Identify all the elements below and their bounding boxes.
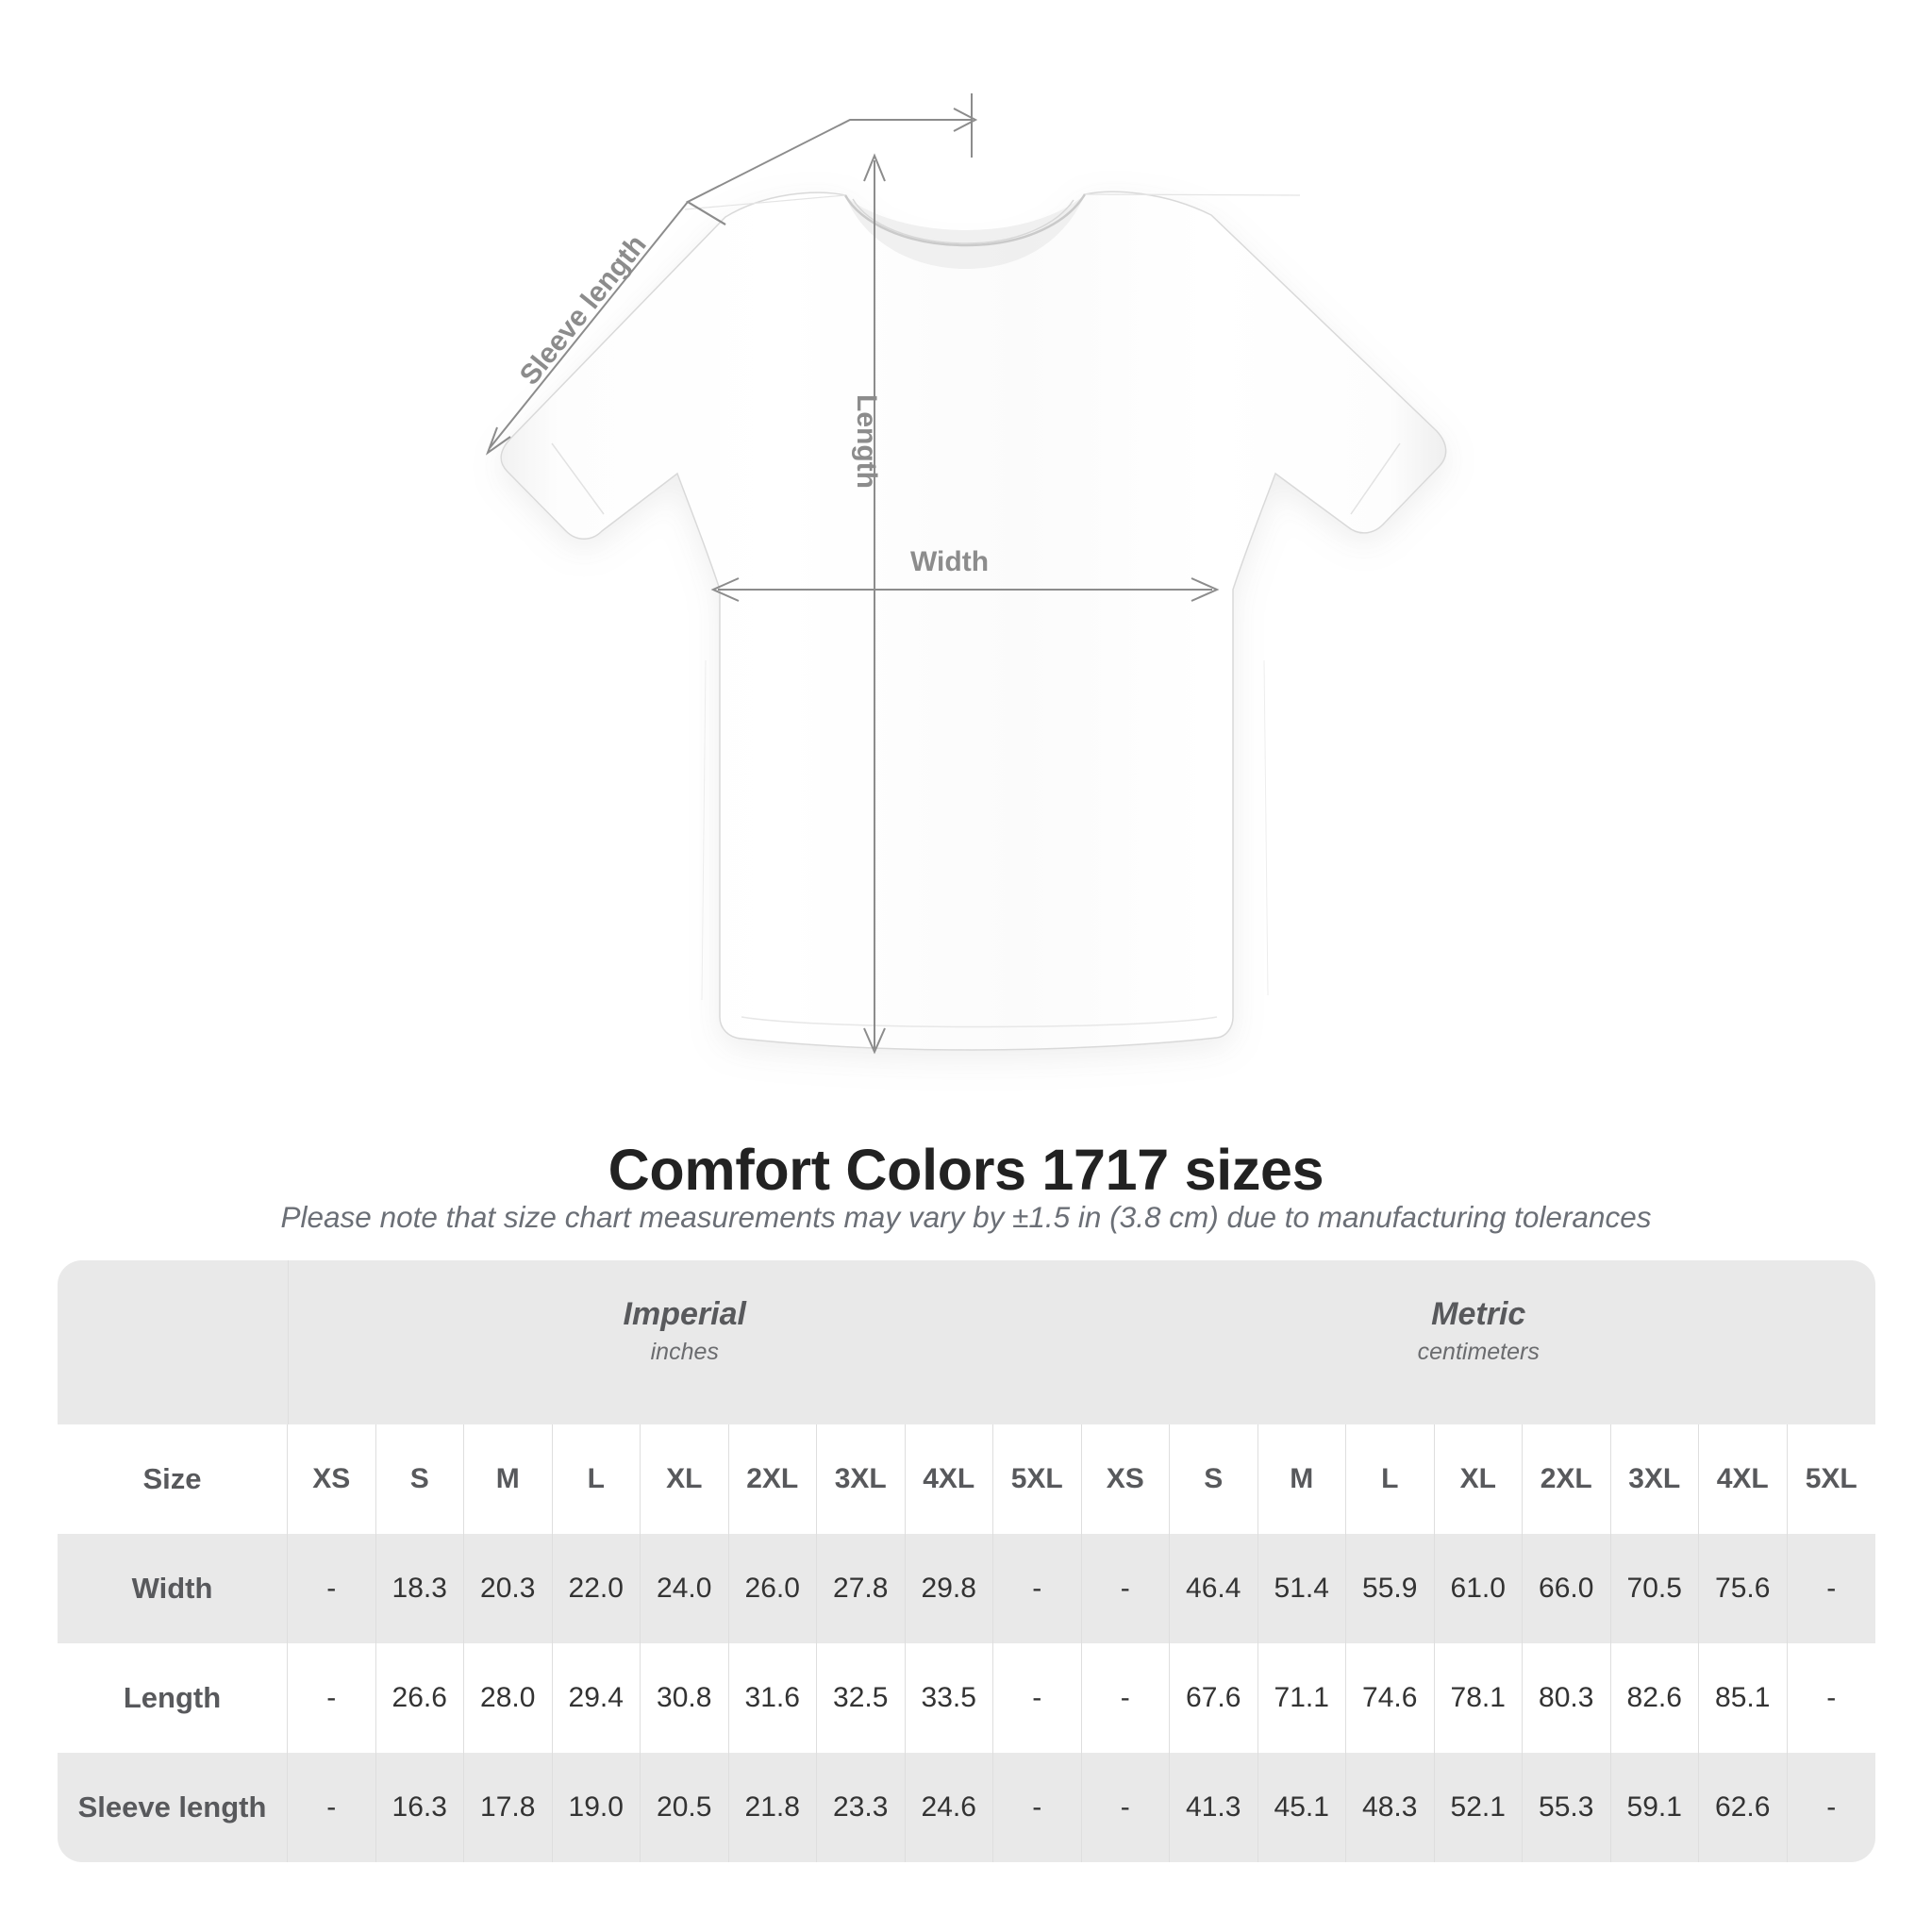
svg-text:Length: Length (851, 394, 882, 489)
svg-text:Width: Width (910, 546, 989, 577)
